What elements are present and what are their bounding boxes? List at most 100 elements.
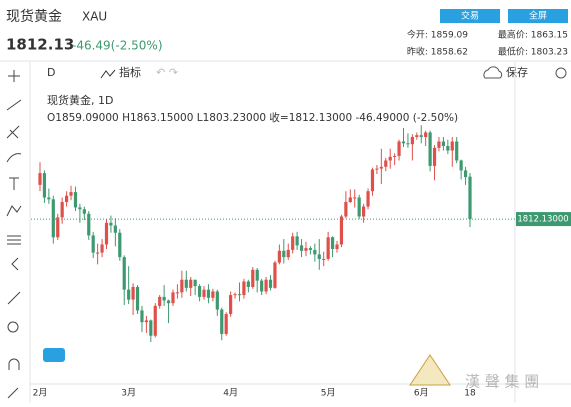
candle-body	[353, 197, 357, 199]
candle-body	[446, 146, 450, 151]
x-tick-label: 2月	[33, 388, 48, 399]
stat: 最高价: 1863.15	[498, 29, 568, 41]
symbol: XAU	[82, 10, 107, 24]
candle-body	[171, 292, 175, 304]
candle-body	[339, 216, 344, 245]
candle-body	[104, 222, 109, 245]
candle-body	[326, 237, 330, 259]
candle-body	[419, 135, 423, 137]
candle-body	[189, 279, 193, 288]
save[interactable]: 保存	[506, 65, 528, 79]
candle-body	[73, 192, 78, 208]
candle-body	[388, 156, 392, 161]
legend-name: 现货黄金, 1D	[47, 93, 113, 107]
candle-body	[268, 279, 273, 288]
candle-body	[384, 160, 388, 167]
candle-body	[56, 217, 60, 238]
candle-body	[348, 197, 352, 203]
candle-body	[335, 244, 339, 250]
legend-ohlc: O1859.09000 H1863.15000 L1803.23000 收=18…	[47, 111, 458, 124]
candle-body	[197, 286, 202, 297]
candle-body	[109, 222, 113, 226]
candle-body	[428, 132, 432, 166]
candle-body	[291, 236, 295, 250]
candle-body	[175, 292, 180, 294]
candle-body	[264, 279, 268, 292]
candle-body	[42, 173, 47, 198]
indicator-icon[interactable]	[100, 69, 116, 79]
candle-body	[149, 320, 153, 336]
candle-body	[162, 296, 166, 301]
settings-icon[interactable]	[555, 67, 567, 79]
candle-body	[237, 294, 242, 296]
candle-body	[180, 279, 184, 293]
trade-button-label[interactable]: 交易	[461, 10, 479, 22]
candle-body	[233, 294, 237, 296]
candle-body	[357, 197, 361, 217]
stat: 今开: 1859.09	[407, 29, 468, 41]
candle-body	[308, 248, 313, 250]
candle-body	[184, 279, 188, 288]
candle-body	[370, 169, 375, 192]
candle-body	[282, 250, 286, 258]
trade-button[interactable]	[440, 9, 500, 23]
candle-body	[229, 295, 233, 315]
candle-body	[135, 286, 140, 311]
candle-body	[78, 207, 82, 210]
last-price-label: 1812.13000	[517, 215, 568, 225]
candle-body	[251, 269, 255, 287]
plot: 2月 3月 4月 5月 6月 18 1812.13000	[31, 125, 571, 399]
candle-body	[313, 249, 317, 255]
candle-body	[215, 291, 219, 310]
x-tick-label: 3月	[121, 388, 136, 399]
candle-body	[437, 141, 441, 148]
candle-body	[410, 136, 414, 145]
candle-body	[255, 269, 259, 281]
candle-body	[242, 281, 246, 296]
fullscreen-button[interactable]	[508, 9, 568, 23]
candle-body	[406, 143, 410, 145]
candle-body	[277, 250, 281, 263]
x-tick-label: 6月	[414, 388, 429, 399]
candle-body	[375, 168, 379, 170]
candle-body	[131, 286, 135, 300]
stat: 最低价: 1803.23	[498, 46, 568, 58]
candle-body	[140, 310, 144, 323]
fullscreen-button-label[interactable]: 全屏	[529, 10, 547, 22]
candle-body	[166, 300, 171, 304]
cloud-badge[interactable]	[43, 348, 65, 362]
candle-body	[211, 291, 215, 298]
candle-body	[64, 195, 69, 203]
price: 1812.13	[6, 36, 74, 54]
x-tick-label: 5月	[321, 388, 336, 399]
interval[interactable]: D	[47, 66, 55, 79]
candle-body	[38, 173, 42, 185]
candle-body	[304, 248, 308, 251]
candle-body	[69, 192, 73, 196]
x-tick-label: 4月	[223, 388, 238, 399]
cloud-icon[interactable]	[483, 66, 503, 79]
sidebar-tools[interactable]	[6, 70, 22, 399]
candle-body	[379, 166, 383, 169]
candle-body	[286, 249, 290, 258]
watermark-logo	[409, 354, 451, 386]
candle-body	[295, 236, 299, 246]
title: 现货黄金	[6, 8, 62, 25]
candle-body	[144, 320, 148, 323]
x-tick-label: 18	[464, 389, 476, 399]
candle-body	[100, 244, 104, 253]
candle-body	[362, 206, 366, 217]
candle-body	[193, 279, 197, 287]
candle-body	[260, 280, 264, 292]
candle-body	[432, 147, 437, 166]
candle-body	[415, 135, 419, 137]
watermark: 漢 聲 集 團	[465, 373, 539, 391]
candle-body	[273, 262, 277, 288]
candle-body	[122, 257, 126, 290]
candle-body	[82, 209, 86, 214]
indicators[interactable]: 指标	[119, 65, 141, 79]
candle-body	[459, 160, 463, 171]
candle-body	[91, 235, 95, 253]
candle-body	[424, 132, 428, 137]
undo[interactable]: ↶ ↷	[156, 66, 178, 79]
